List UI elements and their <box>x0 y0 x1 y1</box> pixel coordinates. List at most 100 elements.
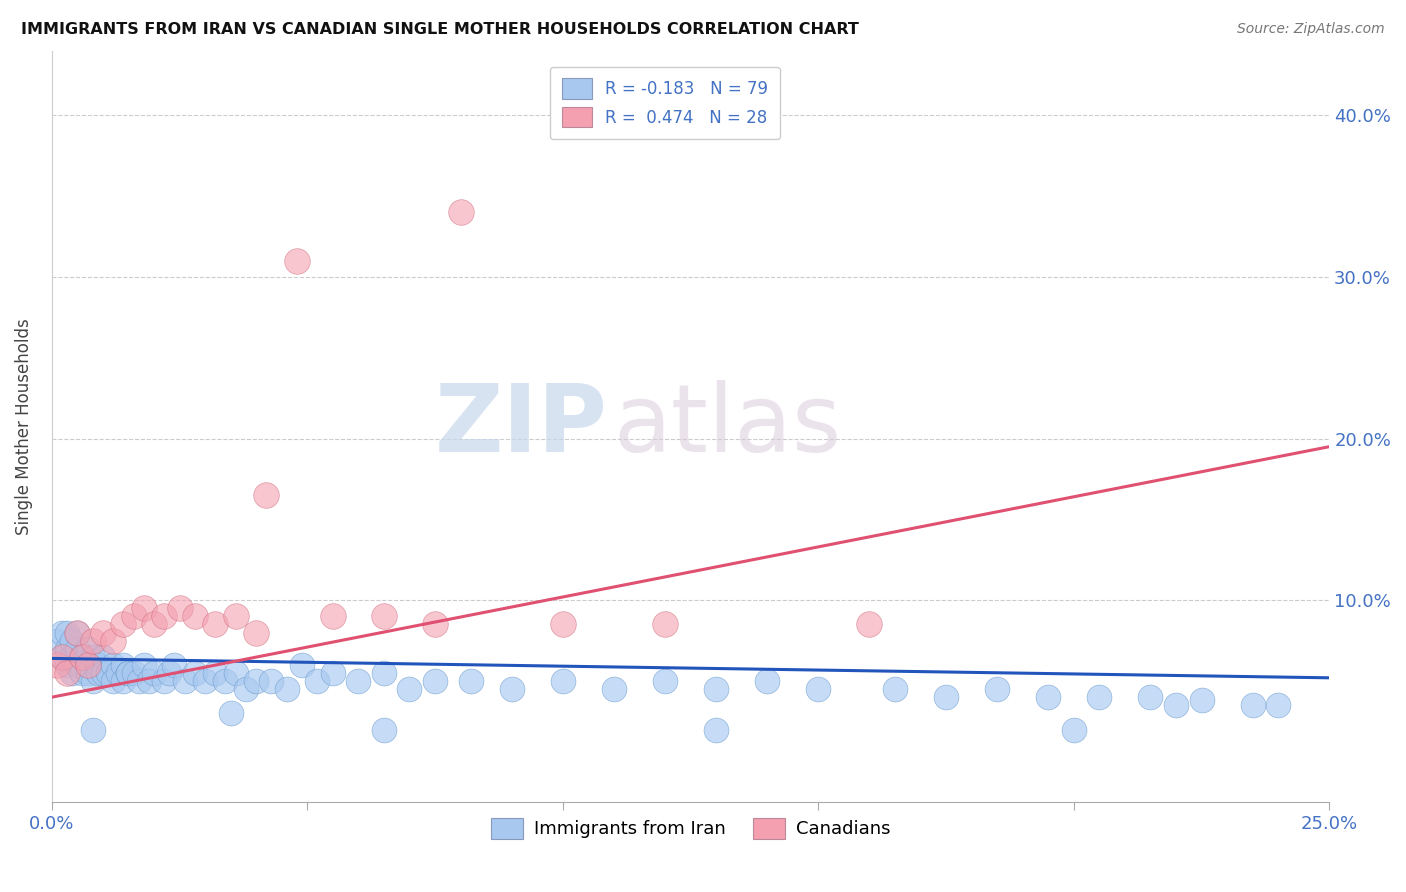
Point <box>66 657 89 672</box>
Point <box>91 625 114 640</box>
Point <box>450 205 472 219</box>
Point <box>97 665 120 680</box>
Point <box>66 625 89 640</box>
Point <box>254 488 277 502</box>
Y-axis label: Single Mother Households: Single Mother Households <box>15 318 32 535</box>
Point <box>153 674 176 689</box>
Point <box>285 253 308 268</box>
Point <box>112 674 135 689</box>
Point <box>986 682 1008 697</box>
Point <box>76 665 98 680</box>
Point <box>101 633 124 648</box>
Point <box>501 682 523 697</box>
Point <box>204 617 226 632</box>
Point <box>460 674 482 689</box>
Point <box>214 674 236 689</box>
Point <box>245 625 267 640</box>
Point <box>142 665 165 680</box>
Point <box>112 657 135 672</box>
Point <box>235 682 257 697</box>
Point <box>101 657 124 672</box>
Point <box>398 682 420 697</box>
Point <box>373 609 395 624</box>
Point <box>1088 690 1111 705</box>
Point <box>551 617 574 632</box>
Point <box>66 641 89 656</box>
Point <box>1241 698 1264 713</box>
Point <box>82 674 104 689</box>
Point <box>153 609 176 624</box>
Point <box>60 633 83 648</box>
Point <box>260 674 283 689</box>
Point <box>1139 690 1161 705</box>
Point <box>45 633 67 648</box>
Point <box>373 665 395 680</box>
Point <box>76 657 98 672</box>
Point <box>76 641 98 656</box>
Point <box>1191 693 1213 707</box>
Point <box>1063 723 1085 737</box>
Point <box>163 657 186 672</box>
Point <box>66 625 89 640</box>
Point <box>423 674 446 689</box>
Text: ZIP: ZIP <box>434 381 607 473</box>
Point <box>60 649 83 664</box>
Point <box>87 657 110 672</box>
Point <box>72 649 94 664</box>
Point <box>219 706 242 721</box>
Point <box>132 601 155 615</box>
Point <box>1038 690 1060 705</box>
Point <box>112 617 135 632</box>
Legend: Immigrants from Iran, Canadians: Immigrants from Iran, Canadians <box>484 811 897 846</box>
Point <box>184 609 207 624</box>
Point <box>56 641 79 656</box>
Point <box>82 633 104 648</box>
Point <box>132 657 155 672</box>
Point <box>225 665 247 680</box>
Point <box>51 649 73 664</box>
Point <box>1267 698 1289 713</box>
Point <box>87 665 110 680</box>
Point <box>291 657 314 672</box>
Point <box>56 625 79 640</box>
Point <box>91 665 114 680</box>
Point <box>91 649 114 664</box>
Text: IMMIGRANTS FROM IRAN VS CANADIAN SINGLE MOTHER HOUSEHOLDS CORRELATION CHART: IMMIGRANTS FROM IRAN VS CANADIAN SINGLE … <box>21 22 859 37</box>
Point <box>117 665 139 680</box>
Point <box>704 723 727 737</box>
Point <box>107 665 129 680</box>
Point <box>56 657 79 672</box>
Text: Source: ZipAtlas.com: Source: ZipAtlas.com <box>1237 22 1385 37</box>
Point <box>276 682 298 697</box>
Point <box>423 617 446 632</box>
Point <box>122 665 145 680</box>
Point <box>194 674 217 689</box>
Point <box>142 617 165 632</box>
Point <box>807 682 830 697</box>
Point <box>72 665 94 680</box>
Point <box>204 665 226 680</box>
Point <box>858 617 880 632</box>
Point <box>56 665 79 680</box>
Point <box>82 649 104 664</box>
Point <box>307 674 329 689</box>
Point <box>935 690 957 705</box>
Point <box>756 674 779 689</box>
Point <box>883 682 905 697</box>
Point <box>347 674 370 689</box>
Point <box>45 657 67 672</box>
Point <box>322 665 344 680</box>
Point <box>51 649 73 664</box>
Text: atlas: atlas <box>614 381 842 473</box>
Point <box>551 674 574 689</box>
Point <box>51 625 73 640</box>
Point <box>72 649 94 664</box>
Point <box>122 609 145 624</box>
Point <box>654 674 676 689</box>
Point <box>704 682 727 697</box>
Point <box>184 665 207 680</box>
Point <box>60 665 83 680</box>
Point <box>322 609 344 624</box>
Point <box>173 674 195 689</box>
Point <box>169 601 191 615</box>
